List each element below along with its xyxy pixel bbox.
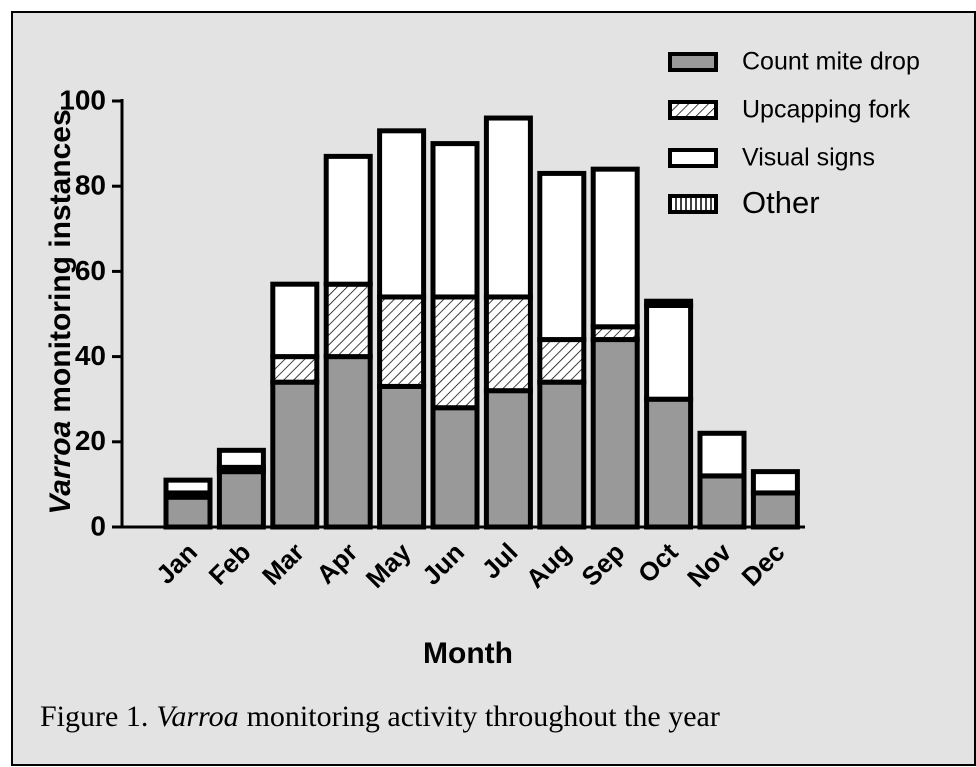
bar-segment: [377, 383, 427, 530]
y-tick-label: 40: [75, 340, 106, 371]
bar-segment: [697, 473, 747, 530]
x-tick-label: Sep: [575, 537, 630, 592]
bar-segment: [750, 469, 800, 496]
x-tick-label: May: [360, 537, 417, 594]
bar-segment: [697, 430, 747, 479]
y-tick-label: 100: [59, 84, 106, 115]
bar-segment: [750, 490, 800, 530]
legend-label: Other: [742, 185, 820, 220]
legend-swatch: [668, 194, 718, 214]
bar-segment: [644, 396, 694, 530]
x-tick-label: Jan: [150, 537, 203, 590]
legend-swatch: [668, 52, 718, 72]
y-tick-label: 80: [75, 170, 106, 201]
legend-label: Upcapping fork: [742, 96, 911, 124]
legend-label: Count mite drop: [742, 48, 920, 76]
y-axis-label-italic: Varroa: [44, 421, 77, 515]
bar-segment: [537, 170, 587, 343]
bar-segment: [270, 379, 320, 530]
caption-rest: monitoring activity throughout the year: [246, 700, 720, 733]
bar-segment: [270, 354, 320, 385]
x-tick-label: Jul: [476, 537, 524, 585]
bar-segment: [377, 128, 427, 300]
bar-segment: [483, 294, 533, 394]
y-tick-label: 20: [75, 425, 106, 456]
bar-segment: [430, 294, 480, 411]
bar-segment: [430, 405, 480, 530]
y-tick-label: 0: [90, 510, 106, 541]
y-tick-label: 60: [75, 255, 106, 286]
bar-segment: [590, 337, 640, 530]
x-tick-label: Mar: [256, 537, 310, 591]
legend-label: Visual signs: [742, 144, 875, 172]
x-tick-label: Apr: [310, 537, 363, 590]
x-tick-label: Nov: [681, 537, 737, 593]
bar-segment: [163, 477, 213, 496]
legend-swatch: [668, 100, 718, 120]
bar-segment: [323, 354, 373, 530]
x-tick-label: Jun: [416, 537, 470, 591]
bar-segment: [644, 298, 694, 308]
bar-segment: [270, 281, 320, 360]
caption-prefix: Figure 1.: [40, 700, 149, 733]
bar-segment: [323, 153, 373, 287]
bar-segment: [537, 337, 587, 385]
bar-segment: [216, 469, 266, 530]
bar-segment: [430, 141, 480, 300]
bar-segment: [216, 447, 266, 470]
bar-segment: [537, 379, 587, 530]
caption-italic: Varroa: [156, 700, 239, 733]
x-tick-label: Feb: [203, 537, 257, 591]
x-axis-label: Month: [423, 637, 513, 670]
y-axis-label: Varroa monitoring instances: [44, 109, 77, 514]
bar-segment: [483, 115, 533, 300]
bar-segment: [644, 302, 694, 402]
bar-segment: [377, 294, 427, 389]
bar-segment: [483, 388, 533, 530]
bar-segment: [590, 166, 640, 330]
y-axis-label-rest: monitoring instances: [44, 109, 77, 412]
bar-segment: [323, 281, 373, 360]
bar-segment: [163, 494, 213, 530]
x-tick-label: Dec: [736, 537, 791, 592]
caption: Figure 1. Varroa monitoring activity throu…: [40, 700, 728, 734]
x-tick-label: Oct: [632, 537, 684, 589]
x-tick-label: Aug: [520, 537, 577, 594]
legend-swatch: [668, 148, 718, 168]
